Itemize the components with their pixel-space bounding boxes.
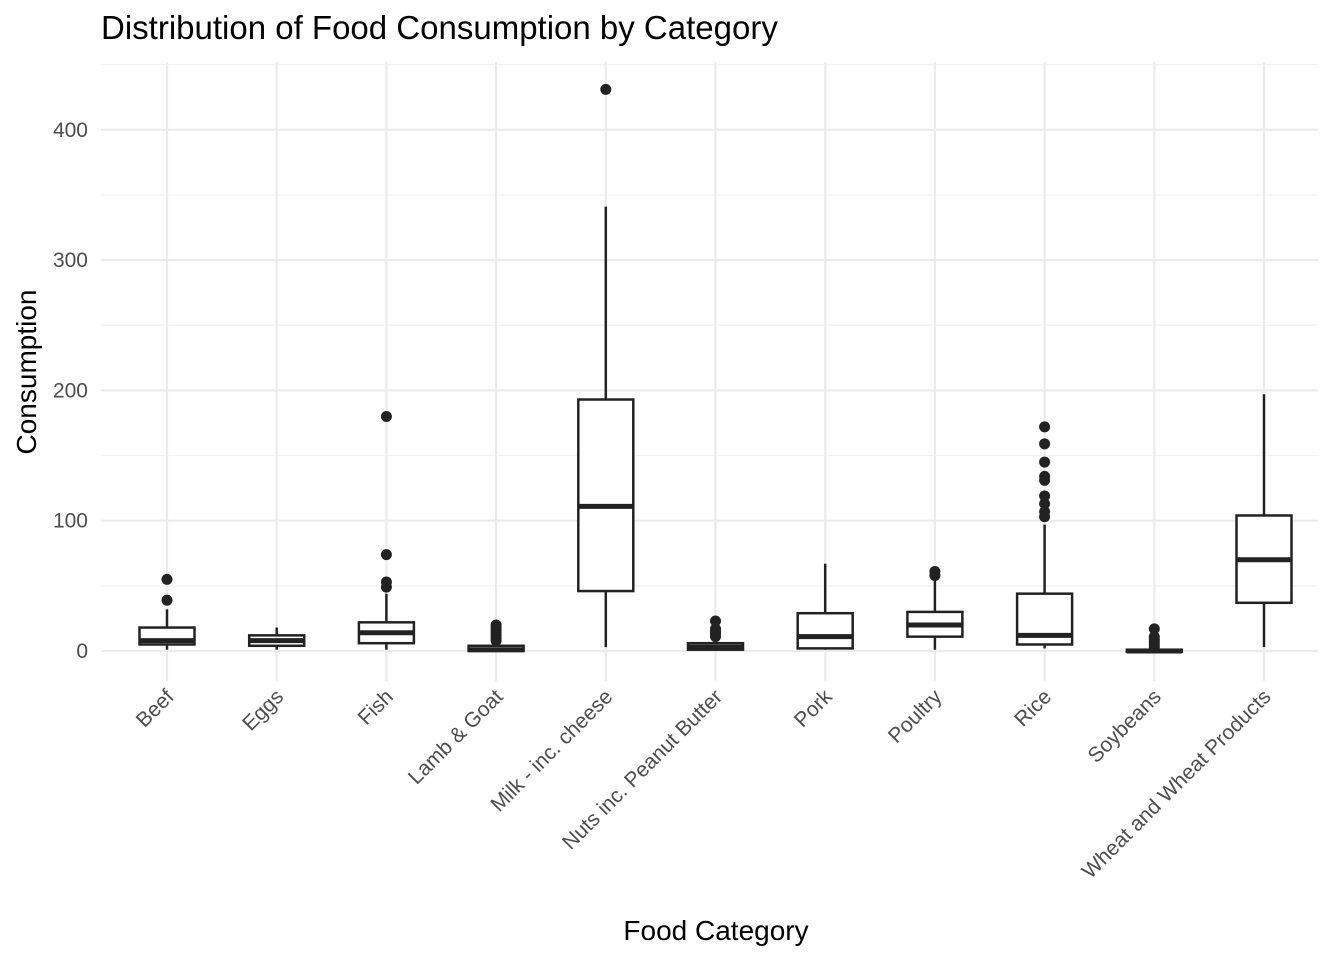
outlier-point [710, 615, 721, 627]
box-poultry [906, 566, 964, 650]
x-tick-label: Wheat and Wheat Products [1078, 685, 1276, 883]
y-tick-label: 200 [53, 379, 88, 402]
y-axis-ticks: 0 100 200 300 400 [53, 119, 88, 663]
x-tick-label: Eggs [238, 685, 288, 735]
x-tick-label: Fish [354, 685, 398, 729]
y-tick-label: 300 [53, 249, 88, 272]
y-axis-title: Consumption [11, 290, 42, 455]
outlier-point [1039, 490, 1051, 502]
outlier-point [1039, 421, 1051, 433]
x-tick-label: Lamb & Goat [404, 685, 508, 789]
x-tick-label: Pork [790, 685, 837, 732]
y-tick-label: 400 [53, 119, 88, 142]
outlier-point [1148, 623, 1160, 635]
iqr-box [577, 398, 635, 593]
grid [101, 62, 1318, 681]
x-tick-label: Soybeans [1084, 685, 1166, 767]
box-nuts-inc-peanut-butter [686, 615, 745, 651]
box-soybeans [1125, 623, 1184, 654]
outlier-point [1039, 456, 1051, 468]
outlier-point [600, 83, 612, 95]
x-tick-label: Rice [1010, 685, 1056, 731]
outlier-point [380, 549, 392, 561]
box-lamb-goat [467, 619, 525, 653]
outlier-point [161, 573, 173, 585]
iqr-box [796, 611, 854, 650]
box-beef [138, 573, 196, 650]
outlier-point [161, 594, 173, 606]
outlier-point [1039, 506, 1051, 518]
x-axis-title: Food Category [623, 915, 808, 946]
outlier-point [380, 576, 392, 588]
x-tick-label: Milk - inc. cheese [486, 685, 617, 816]
outlier-point [710, 623, 721, 635]
x-tick-label: Beef [132, 685, 179, 732]
outlier-point [1039, 498, 1051, 510]
outlier-point [1039, 438, 1051, 450]
box-eggs [247, 627, 306, 650]
box-milk-inc-cheese [577, 83, 635, 648]
box-fish [357, 410, 416, 650]
box-pork [796, 563, 854, 650]
box-rice [1015, 421, 1074, 649]
box-wheat-and-wheat-products [1235, 394, 1293, 648]
outlier-point [490, 619, 502, 631]
y-tick-label: 0 [76, 640, 88, 663]
chart-title: Distribution of Food Consumption by Cate… [101, 9, 778, 46]
outlier-point [1148, 631, 1160, 643]
outlier-point [1039, 470, 1051, 482]
x-tick-label: Poultry [884, 685, 947, 748]
boxes [138, 83, 1293, 654]
outlier-point [929, 566, 941, 578]
y-tick-label: 100 [53, 510, 88, 533]
outlier-point [380, 410, 392, 422]
